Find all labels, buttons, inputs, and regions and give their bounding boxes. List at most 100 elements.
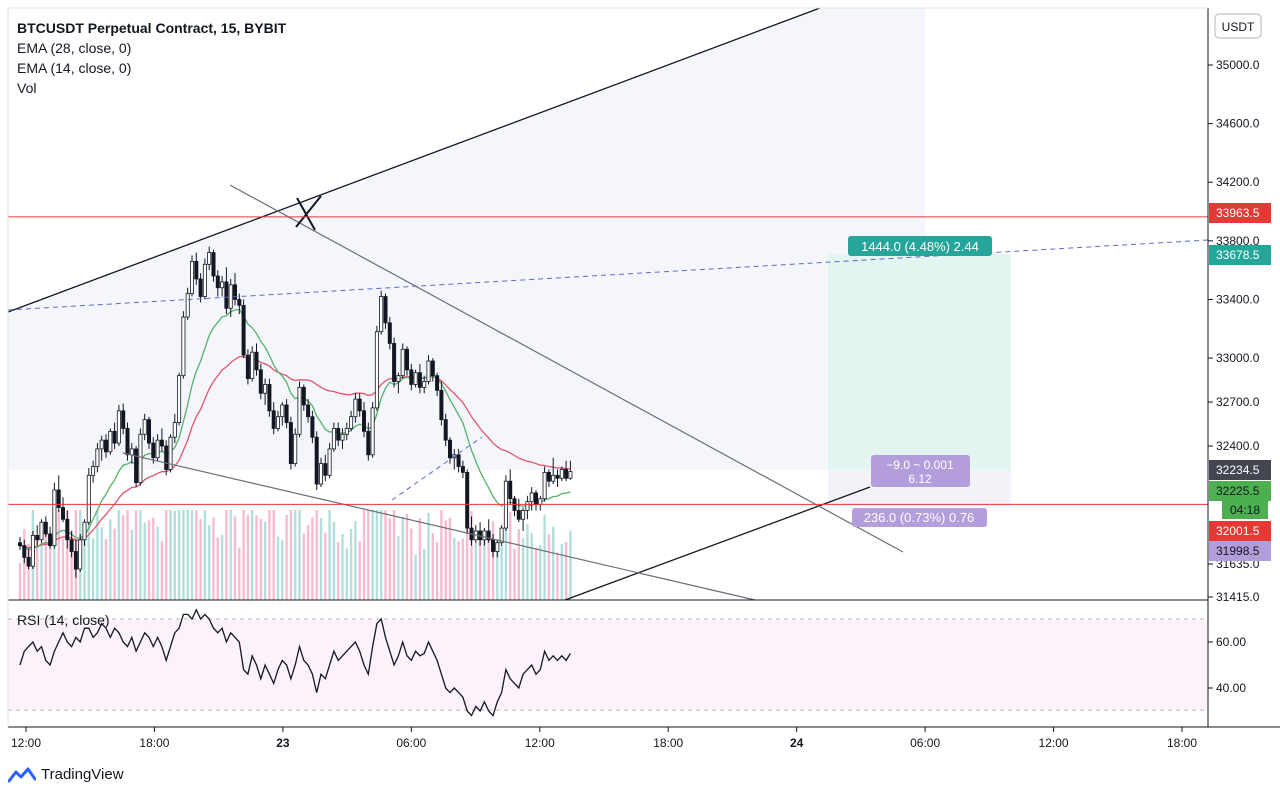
candle-down — [17, 542, 22, 547]
candle-up — [116, 410, 121, 444]
candle-up — [82, 521, 87, 541]
currency-badge[interactable]: USDT — [1214, 13, 1262, 39]
position-labels[interactable]: 1444.0 (4.48%) 2.44 −9.0 ~ 0.001 6.12 23… — [848, 236, 992, 527]
candle-up — [142, 419, 147, 435]
ema28-line — [19, 355, 571, 549]
candle-down — [73, 551, 78, 570]
candle-up — [138, 433, 143, 484]
volume-bar — [423, 549, 426, 600]
small-dashed-line[interactable] — [391, 436, 483, 501]
candle-down — [508, 480, 513, 500]
volume-bar — [384, 510, 387, 600]
rsi-tick-label: 40.00 — [1216, 681, 1246, 695]
volume-bar — [410, 528, 413, 600]
volume-bar — [405, 514, 409, 600]
candle-up — [374, 331, 379, 409]
volume-bar — [509, 511, 512, 600]
volume-bar — [517, 529, 520, 600]
volume-bar — [332, 522, 336, 600]
volume-bar — [354, 521, 357, 600]
badge-current-gray: 32234.5 — [1216, 463, 1260, 477]
volume-bar — [358, 541, 361, 600]
volume-bar — [397, 535, 400, 600]
volume-bar — [122, 515, 125, 600]
volume-bar — [186, 510, 189, 600]
candle-down — [43, 521, 48, 535]
candle-down — [439, 389, 444, 421]
target-dashed-line[interactable] — [7, 239, 1209, 311]
lower-wedge-line[interactable] — [122, 452, 756, 601]
brand-logo[interactable]: TradingView — [8, 766, 124, 783]
volume-bar — [255, 515, 258, 600]
badge-countdown-bg — [1222, 501, 1268, 519]
y-tick-label: 33800.0 — [1216, 234, 1260, 248]
badge-support-bg — [1209, 521, 1271, 541]
candle-down — [22, 545, 27, 558]
x-tick-label: 06:00 — [396, 736, 426, 750]
candle-up — [344, 428, 349, 435]
horizontal-levels[interactable] — [8, 216, 1208, 505]
candle-down — [146, 419, 151, 444]
chart-legend[interactable]: BTCUSDT Perpetual Contract, 15, BYBIT EM… — [17, 18, 286, 98]
candle-down — [430, 360, 435, 377]
drawings[interactable] — [7, 7, 1209, 601]
downtrend-line[interactable] — [229, 184, 904, 553]
long-position-tool[interactable] — [828, 254, 1011, 506]
candle-up — [400, 348, 405, 377]
volume-bar — [470, 511, 473, 600]
x-tick-label: 18:00 — [1167, 736, 1197, 750]
volume-bar — [263, 521, 267, 600]
volume-bar — [220, 534, 224, 600]
volume-bar — [345, 548, 348, 600]
legend-title: BTCUSDT Perpetual Contract, 15, BYBIT — [17, 20, 287, 36]
candle-up — [568, 471, 573, 479]
channel-upper-line[interactable] — [7, 7, 821, 313]
y-tick-label: 33400.0 — [1216, 292, 1260, 306]
axis-mask-bottom — [0, 727, 1280, 798]
currency-badge-label: USDT — [1222, 20, 1255, 34]
candle-up — [172, 422, 177, 438]
volume-bar — [487, 535, 490, 600]
volume-bar — [27, 543, 30, 600]
volume-bar — [126, 510, 129, 600]
volume-bar — [337, 542, 340, 600]
volume-bar — [367, 510, 370, 600]
candle-down — [314, 436, 319, 485]
volume-bar — [401, 516, 404, 600]
volume-bar — [87, 510, 90, 600]
volume-bar — [147, 520, 151, 600]
candle-up — [86, 474, 91, 523]
candle-up — [379, 296, 384, 333]
volume-bar — [448, 517, 452, 600]
rsi-legend[interactable]: RSI (14, close) — [17, 612, 110, 628]
volume-bar — [457, 541, 460, 600]
candle-down — [564, 469, 569, 479]
brand-name: TradingView — [41, 766, 124, 783]
badge-resistance-bg — [1209, 203, 1271, 223]
candle-up — [280, 404, 285, 418]
candle-down — [258, 369, 263, 394]
ema14-line — [19, 308, 571, 551]
volume-bar — [53, 510, 56, 600]
x-tick-label: 23 — [276, 736, 290, 750]
volume-bar — [513, 548, 516, 600]
volume-bar — [294, 510, 297, 600]
candle-down — [198, 278, 203, 297]
candle-down — [194, 260, 199, 280]
volume-bar — [246, 514, 250, 600]
time-axis[interactable]: 12:00 18:00 23 06:00 12:00 18:00 24 06:00 12:00 1… — [11, 727, 1197, 750]
candle-up — [263, 384, 268, 394]
candle-down — [456, 454, 461, 467]
candle-up — [499, 527, 504, 544]
badge-target-bg — [1209, 245, 1271, 265]
candle-down — [366, 430, 371, 456]
rsi-axis[interactable]: 60.00 40.00 — [1208, 635, 1246, 695]
candle-down — [336, 428, 341, 441]
candle-down — [490, 539, 495, 552]
volume-bar — [547, 534, 551, 600]
volume-bar — [48, 540, 52, 600]
candle-down — [404, 348, 409, 371]
